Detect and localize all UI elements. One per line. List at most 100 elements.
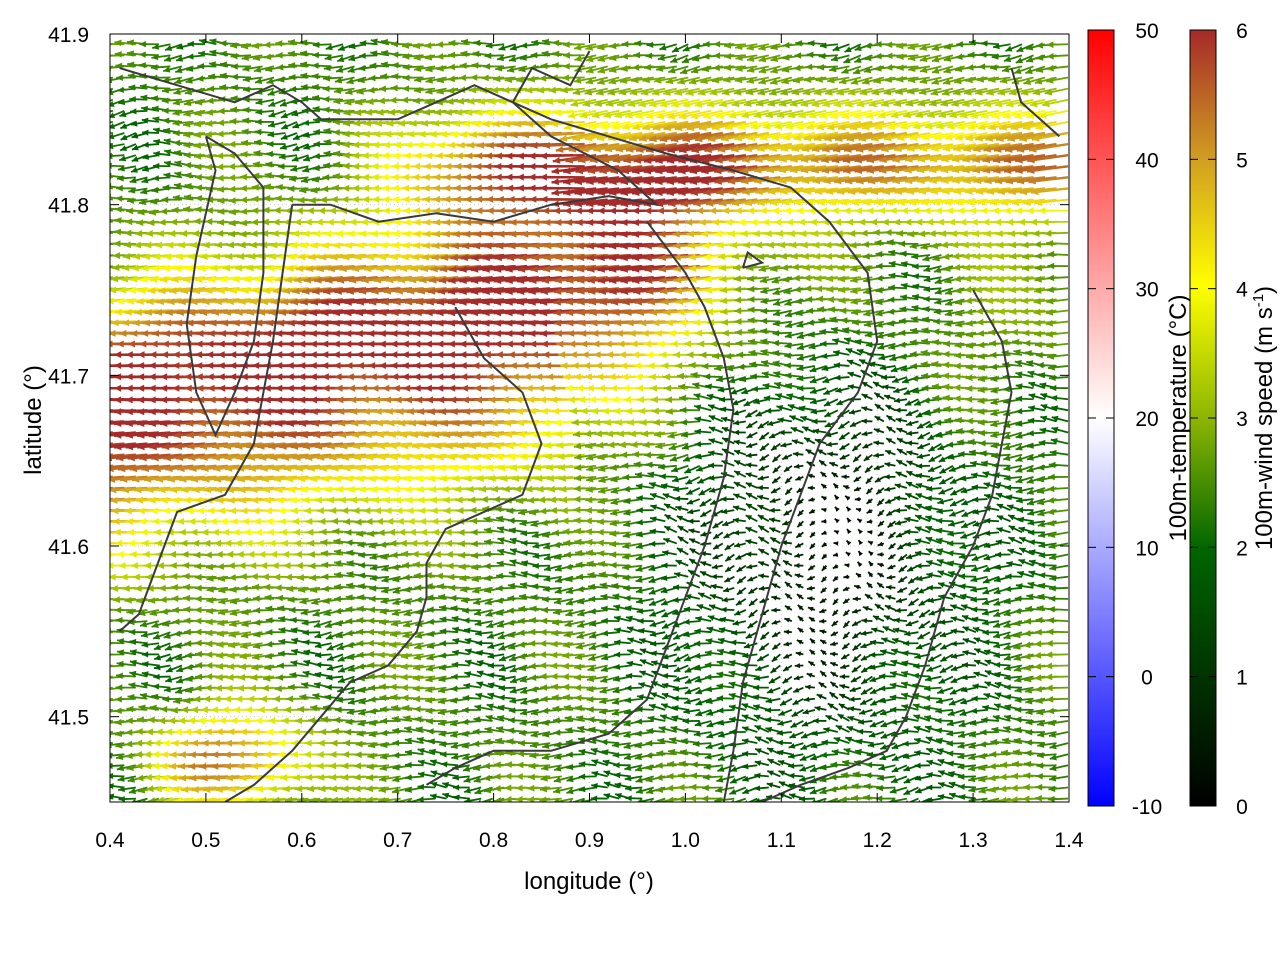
wind-vector	[809, 786, 827, 795]
wind-vector	[778, 780, 793, 789]
wind-vector	[875, 795, 896, 802]
wind-vector	[245, 796, 275, 802]
wind-vector	[625, 785, 643, 792]
wind-vector	[591, 770, 608, 778]
wind-vector	[463, 786, 482, 794]
wind-vector	[729, 775, 747, 784]
wind-vector	[128, 786, 148, 795]
wind-vector	[715, 786, 735, 794]
wind-vector	[118, 786, 137, 793]
wind-vector	[937, 770, 954, 778]
wind-vector	[110, 464, 113, 468]
wind-vector	[110, 431, 113, 434]
wind-vector	[272, 796, 298, 802]
wind-vector	[716, 775, 735, 783]
wind-vector	[753, 785, 769, 792]
wind-vector	[754, 772, 769, 779]
grid-lines	[110, 33, 1069, 802]
wind-vector	[890, 775, 908, 784]
wind-vector	[701, 784, 723, 792]
wind-vector	[1048, 775, 1069, 782]
wind-vector	[353, 773, 378, 781]
wind-vector	[110, 353, 113, 357]
wind-vector	[404, 774, 424, 781]
wind-vectors	[110, 38, 1069, 802]
wind-vector	[330, 796, 355, 802]
wind-vector	[110, 442, 113, 446]
wind-vector	[978, 786, 1000, 794]
wind-vector	[578, 773, 597, 780]
wind-vector	[417, 783, 436, 790]
wind-vector	[702, 773, 723, 781]
wind-vector	[636, 797, 654, 802]
wind-vector	[903, 775, 919, 784]
wind-vector	[889, 786, 908, 794]
wind-vector	[552, 786, 574, 794]
wind-vector	[131, 797, 148, 802]
wind-vector	[937, 793, 954, 800]
wind-vector	[110, 331, 113, 334]
wind-vector	[110, 609, 113, 611]
wind-vector	[452, 784, 470, 791]
wind-vector	[118, 796, 136, 802]
wind-vector	[353, 762, 378, 770]
wind-vector	[1048, 785, 1069, 792]
wind-vector	[635, 786, 655, 794]
wind-vector	[463, 797, 482, 802]
wind-vector	[625, 795, 643, 802]
wind-vector	[452, 774, 470, 781]
wind-vector	[110, 762, 125, 770]
wind-vector	[393, 797, 413, 802]
wind-vector	[914, 786, 931, 794]
wind-vector	[378, 786, 401, 794]
wind-vector	[110, 598, 113, 600]
wind-vector	[766, 782, 781, 789]
wind-vector	[624, 775, 643, 782]
wind-vector	[110, 783, 125, 790]
wind-vector	[110, 564, 113, 567]
wind-vector	[903, 786, 919, 796]
wind-vector	[540, 775, 562, 782]
wind-vector	[297, 797, 321, 802]
wind-vector	[811, 797, 827, 802]
wind-vector	[231, 797, 263, 802]
wind-vector	[110, 453, 113, 457]
wind-vector	[578, 786, 597, 793]
wind-vector	[379, 775, 401, 783]
wind-vector	[110, 772, 125, 780]
wind-vector	[591, 783, 608, 790]
wind-vector	[614, 782, 631, 789]
wind-vector	[798, 775, 816, 782]
wind-vector	[788, 772, 804, 779]
wind-vector	[798, 786, 816, 793]
wind-vector	[729, 786, 747, 795]
wind-vector	[110, 575, 113, 578]
wind-vector	[798, 795, 815, 802]
wind-vector	[766, 770, 781, 778]
wind-vector	[430, 781, 447, 789]
wind-vector	[110, 420, 113, 423]
wind-vector	[864, 772, 884, 779]
wind-vector	[378, 797, 401, 802]
wind-vector	[926, 784, 942, 791]
wind-vector	[110, 287, 113, 290]
wind-vector	[788, 793, 804, 800]
wind-vector	[463, 775, 482, 783]
wind-vector	[876, 784, 896, 792]
wind-vector	[603, 781, 620, 789]
wind-vector	[553, 775, 574, 783]
wind-vector	[1035, 772, 1057, 780]
wind-vector	[110, 398, 113, 401]
wind-vector	[957, 773, 977, 780]
wind-vector	[539, 785, 562, 793]
wind-vector	[926, 797, 942, 802]
wind-vector	[110, 276, 113, 279]
wind-vector	[429, 793, 447, 800]
wind-vector	[110, 531, 113, 534]
wind-vector	[110, 298, 113, 301]
wind-vector	[110, 320, 113, 323]
wind-vector	[110, 309, 113, 312]
wind-vector	[110, 409, 113, 412]
wind-vector	[603, 793, 620, 800]
wind-vector	[110, 342, 113, 345]
